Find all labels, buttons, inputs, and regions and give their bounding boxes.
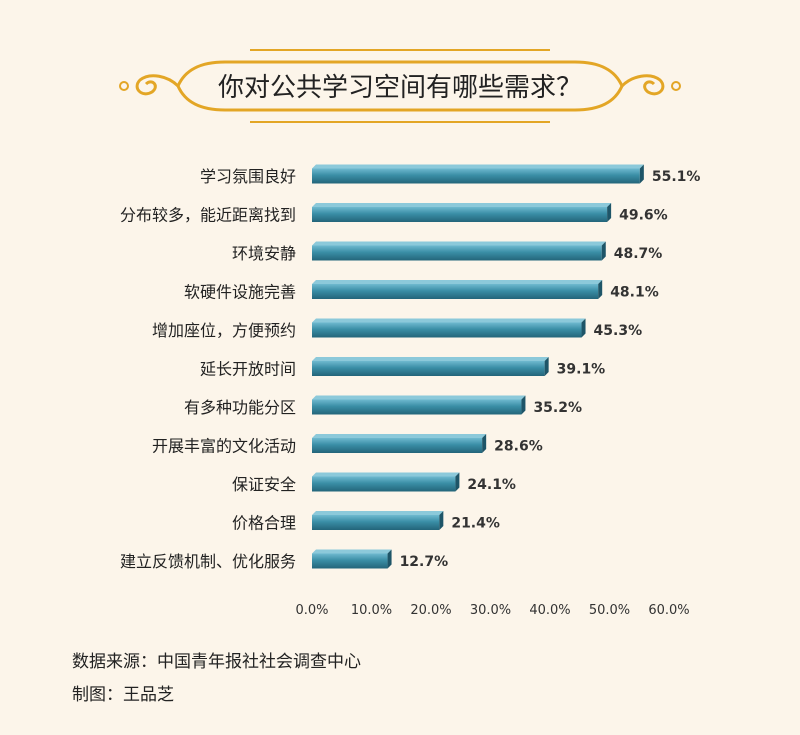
bar-end-face — [482, 434, 487, 453]
bar-top-face — [312, 357, 549, 361]
bar — [312, 515, 440, 530]
bar — [312, 553, 388, 569]
bar-end-face — [439, 511, 444, 530]
bar-end-face — [521, 395, 526, 415]
bar — [312, 476, 456, 492]
banner-scroll-right — [620, 74, 665, 96]
bar — [312, 245, 602, 261]
bar — [312, 438, 483, 453]
value-label: 12.7% — [400, 554, 449, 570]
value-label: 21.4% — [451, 516, 500, 532]
bar-end-face — [601, 241, 606, 261]
banner-dot-right — [671, 81, 681, 91]
x-tick-label: 20.0% — [410, 603, 451, 618]
bar-top-face — [312, 395, 526, 400]
value-label: 45.3% — [594, 323, 643, 339]
bar-end-face — [639, 164, 644, 184]
bar-end-face — [581, 318, 586, 338]
x-tick-label: 60.0% — [648, 603, 689, 618]
value-label: 48.1% — [610, 285, 659, 301]
bar-top-face — [312, 511, 444, 515]
x-tick-label: 0.0% — [295, 603, 328, 618]
category-label: 价格合理 — [232, 514, 296, 533]
value-label: 24.1% — [467, 477, 516, 493]
chart-credit-text: 制图：王品芝 — [72, 685, 174, 705]
data-source-text: 数据来源：中国青年报社社会调查中心 — [72, 652, 361, 672]
category-label: 有多种功能分区 — [184, 398, 296, 417]
value-label: 35.2% — [533, 400, 582, 416]
value-label: 48.7% — [614, 246, 663, 262]
x-tick-label: 40.0% — [529, 603, 570, 618]
category-label: 开展丰富的文化活动 — [152, 437, 296, 456]
value-label: 55.1% — [652, 169, 701, 185]
category-label: 延长开放时间 — [200, 360, 296, 379]
value-label: 39.1% — [557, 362, 606, 378]
category-label: 软硬件设施完善 — [184, 283, 296, 302]
bar-top-face — [312, 549, 392, 554]
bar-top-face — [312, 203, 612, 207]
category-label: 保证安全 — [232, 475, 296, 494]
bar-top-face — [312, 318, 586, 323]
bar-end-face — [455, 472, 460, 492]
bar — [312, 361, 545, 376]
bar — [312, 399, 522, 415]
bar-chart: 学习氛围良好 55.1% 分布较多，能近距离找到 49.6% 环境安静 48.7% 软硬件设… — [120, 164, 701, 618]
value-label: 49.6% — [619, 208, 668, 224]
category-label: 增加座位，方便预约 — [152, 321, 296, 340]
category-label: 建立反馈机制、优化服务 — [120, 552, 296, 571]
bar-top-face — [312, 280, 603, 284]
banner-scroll-left — [135, 74, 180, 96]
category-label: 学习氛围良好 — [200, 167, 296, 186]
x-tick-label: 10.0% — [351, 603, 392, 618]
bar-top-face — [312, 434, 487, 438]
x-tick-label: 30.0% — [470, 603, 511, 618]
category-label: 环境安静 — [232, 244, 296, 263]
bar — [312, 284, 599, 299]
chart-title: 你对公共学习空间有哪些需求？ — [218, 73, 582, 103]
bar-end-face — [544, 357, 549, 376]
x-tick-label: 50.0% — [589, 603, 630, 618]
category-label: 分布较多，能近距离找到 — [120, 206, 296, 225]
bar-end-face — [598, 280, 603, 299]
bar — [312, 322, 582, 338]
bar-end-face — [607, 203, 612, 222]
bar — [312, 168, 640, 184]
bar — [312, 207, 608, 222]
banner-dot-left — [119, 81, 129, 91]
title-banner: 你对公共学习空间有哪些需求？ — [119, 49, 681, 123]
bar-top-face — [312, 241, 606, 246]
bar-end-face — [387, 549, 392, 569]
bar-top-face — [312, 164, 644, 169]
value-label: 28.6% — [494, 439, 543, 455]
bar-top-face — [312, 472, 460, 477]
